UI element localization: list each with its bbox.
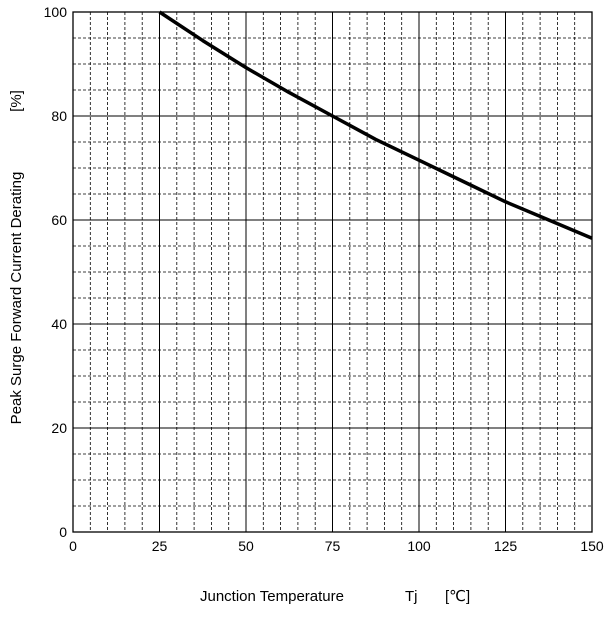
x-tick-label: 125 [494, 538, 518, 554]
x-tick-label: 50 [238, 538, 254, 554]
y-axis-title: Peak Surge Forward Current Derating [8, 172, 25, 425]
series-layer [158, 10, 593, 240]
y-axis-unit: [%] [8, 90, 25, 112]
x-axis-title: Junction Temperature [200, 588, 344, 605]
x-axis-unit: [℃] [445, 588, 470, 605]
x-tick-label: 0 [69, 538, 77, 554]
derating-curve [158, 10, 593, 240]
y-tick-label: 20 [51, 420, 67, 436]
x-tick-label: 100 [407, 538, 431, 554]
y-tick-labels: 0 20 40 60 80 100 [44, 4, 68, 540]
y-tick-label: 40 [51, 316, 67, 332]
x-axis-symbol: Tj [405, 588, 418, 605]
y-tick-label: 0 [59, 524, 67, 540]
x-tick-label: 150 [580, 538, 604, 554]
y-tick-label: 60 [51, 212, 67, 228]
x-tick-label: 75 [325, 538, 341, 554]
x-tick-labels: 0 25 50 75 100 125 150 [69, 538, 604, 554]
major-grid [73, 12, 592, 532]
x-tick-label: 25 [152, 538, 168, 554]
y-tick-label: 80 [51, 108, 67, 124]
y-tick-label: 100 [44, 4, 68, 20]
plot-area-frame [72, 11, 593, 533]
